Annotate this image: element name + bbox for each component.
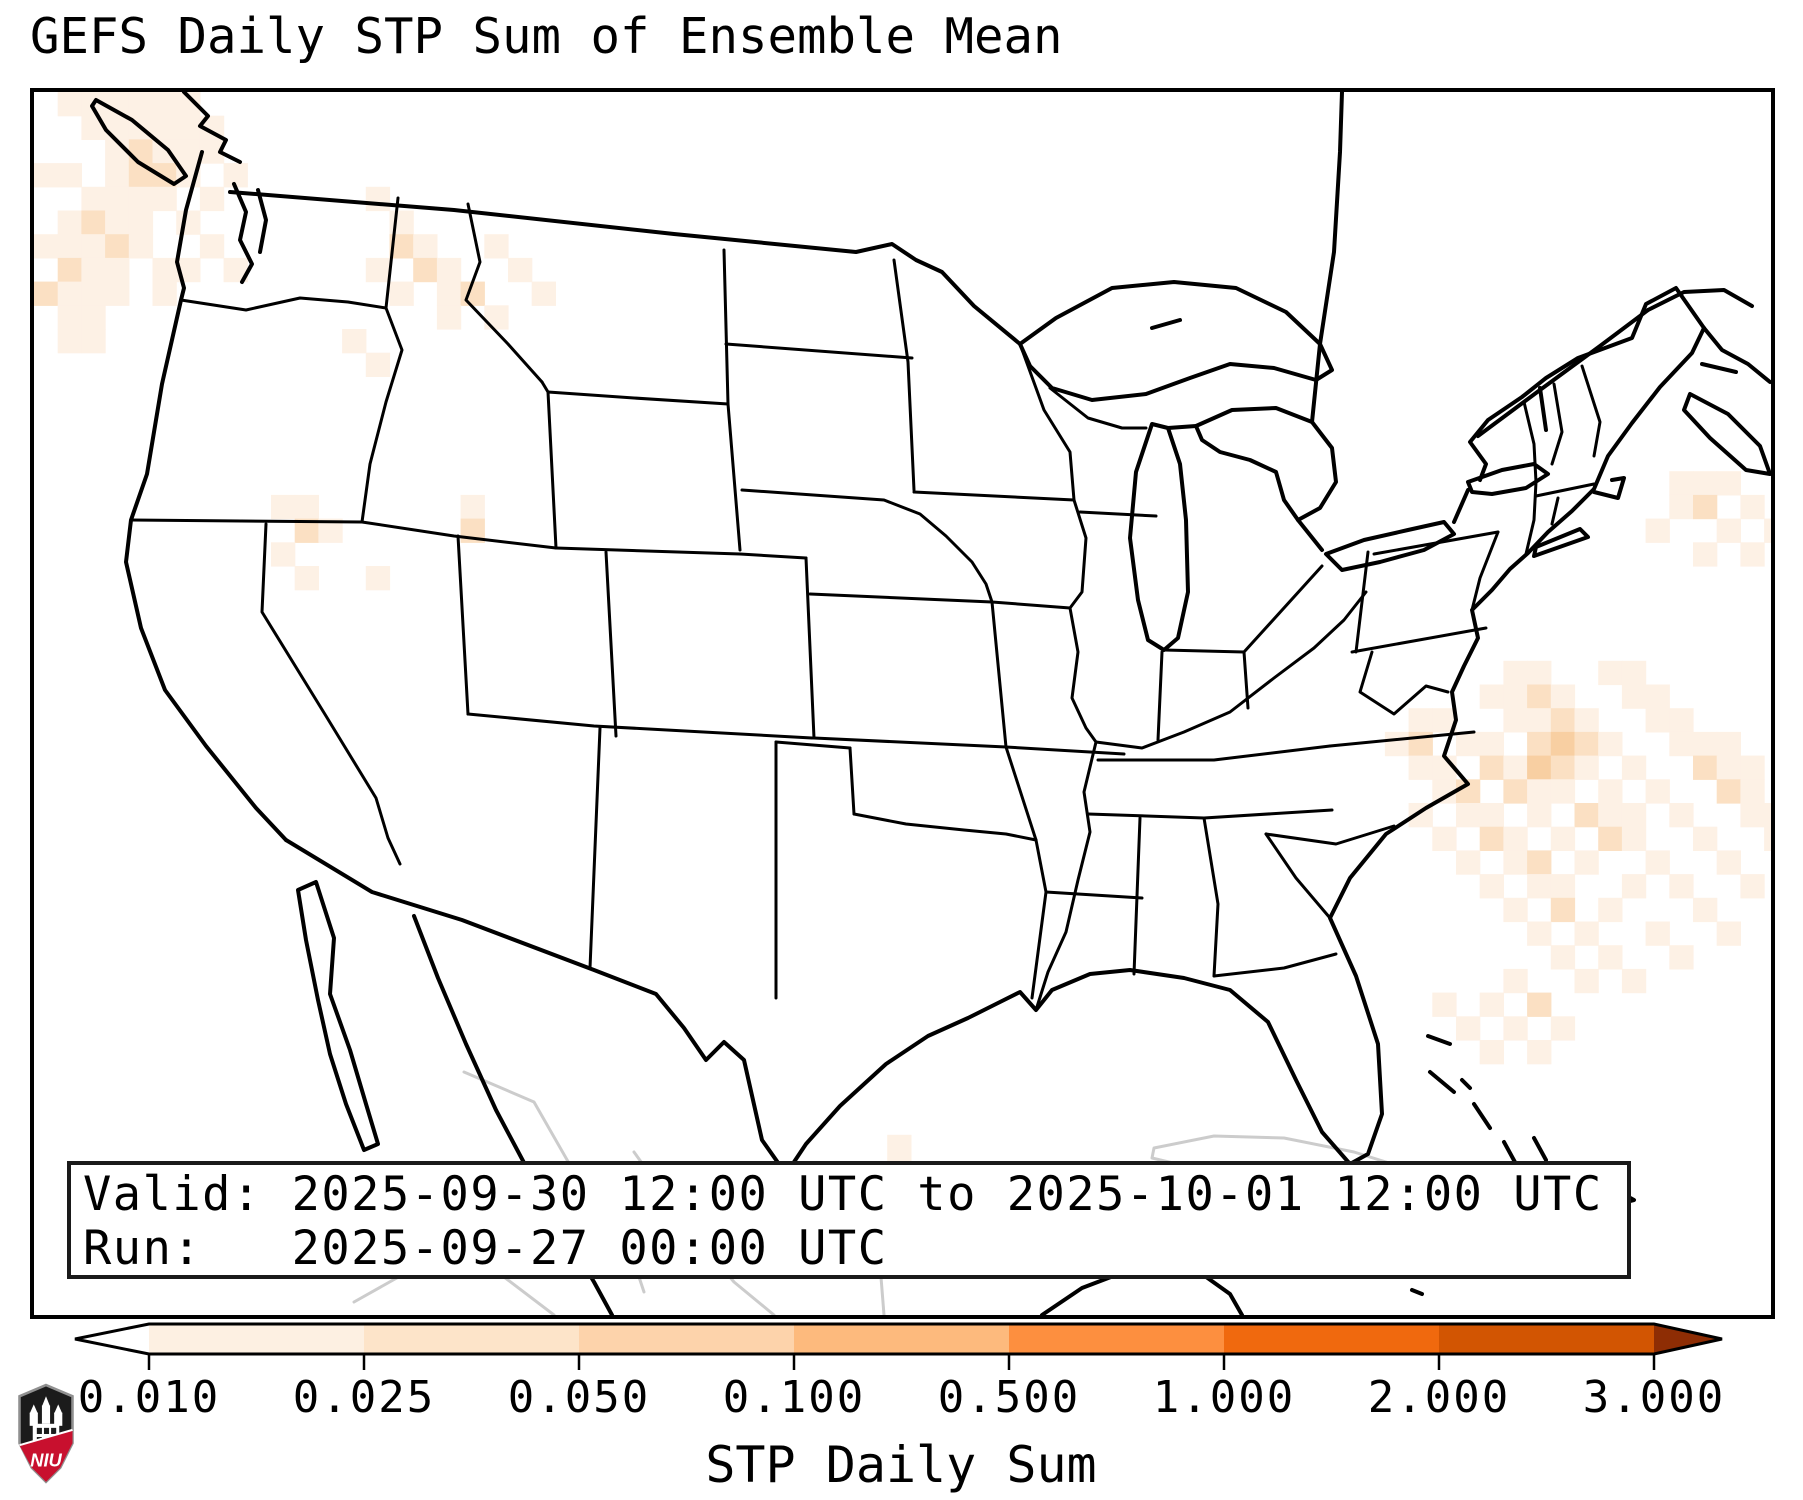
- colorbar-tick-labels: 0.010 0.025 0.050 0.100 0.500 1.000 2.000 3.000: [0, 1372, 1803, 1426]
- stp-shading-cells: [34, 92, 1771, 1183]
- map-frame: [30, 88, 1775, 1319]
- info-box: Valid: 2025-09-30 12:00 UTC to 2025-10-0…: [67, 1161, 1631, 1279]
- state-borders: [129, 196, 1602, 1012]
- valid-time-line: Valid: 2025-09-30 12:00 UTC to 2025-10-0…: [83, 1167, 1603, 1222]
- run-time-line: Run: 2025-09-27 00:00 UTC: [83, 1221, 888, 1276]
- colorbar-axis-label: STP Daily Sum: [705, 1436, 1097, 1494]
- niu-logo: NIU: [18, 1383, 74, 1484]
- logo-band: [19, 1429, 73, 1482]
- colorbar-tick-label: 3.000: [1582, 1372, 1726, 1423]
- colorbar-tick-label: 0.010: [77, 1372, 221, 1423]
- colorbar: [74, 1322, 1723, 1370]
- colorbar-segments: [75, 1324, 1722, 1354]
- logo-band-edge: [19, 1428, 73, 1447]
- colorbar-tick-label: 0.500: [937, 1372, 1081, 1423]
- colorbar-tick-label: 0.025: [292, 1372, 436, 1423]
- logo-text: NIU: [30, 1450, 62, 1471]
- colorbar-tick-label: 0.100: [722, 1372, 866, 1423]
- weather-map: [34, 92, 1771, 1315]
- colorbar-tick-label: 2.000: [1367, 1372, 1511, 1423]
- colorbar-tick-label: 1.000: [1152, 1372, 1296, 1423]
- colorbar-ticks: [147, 1354, 1656, 1370]
- page-title: GEFS Daily STP Sum of Ensemble Mean: [30, 8, 1063, 65]
- colorbar-tick-label: 0.050: [507, 1372, 651, 1423]
